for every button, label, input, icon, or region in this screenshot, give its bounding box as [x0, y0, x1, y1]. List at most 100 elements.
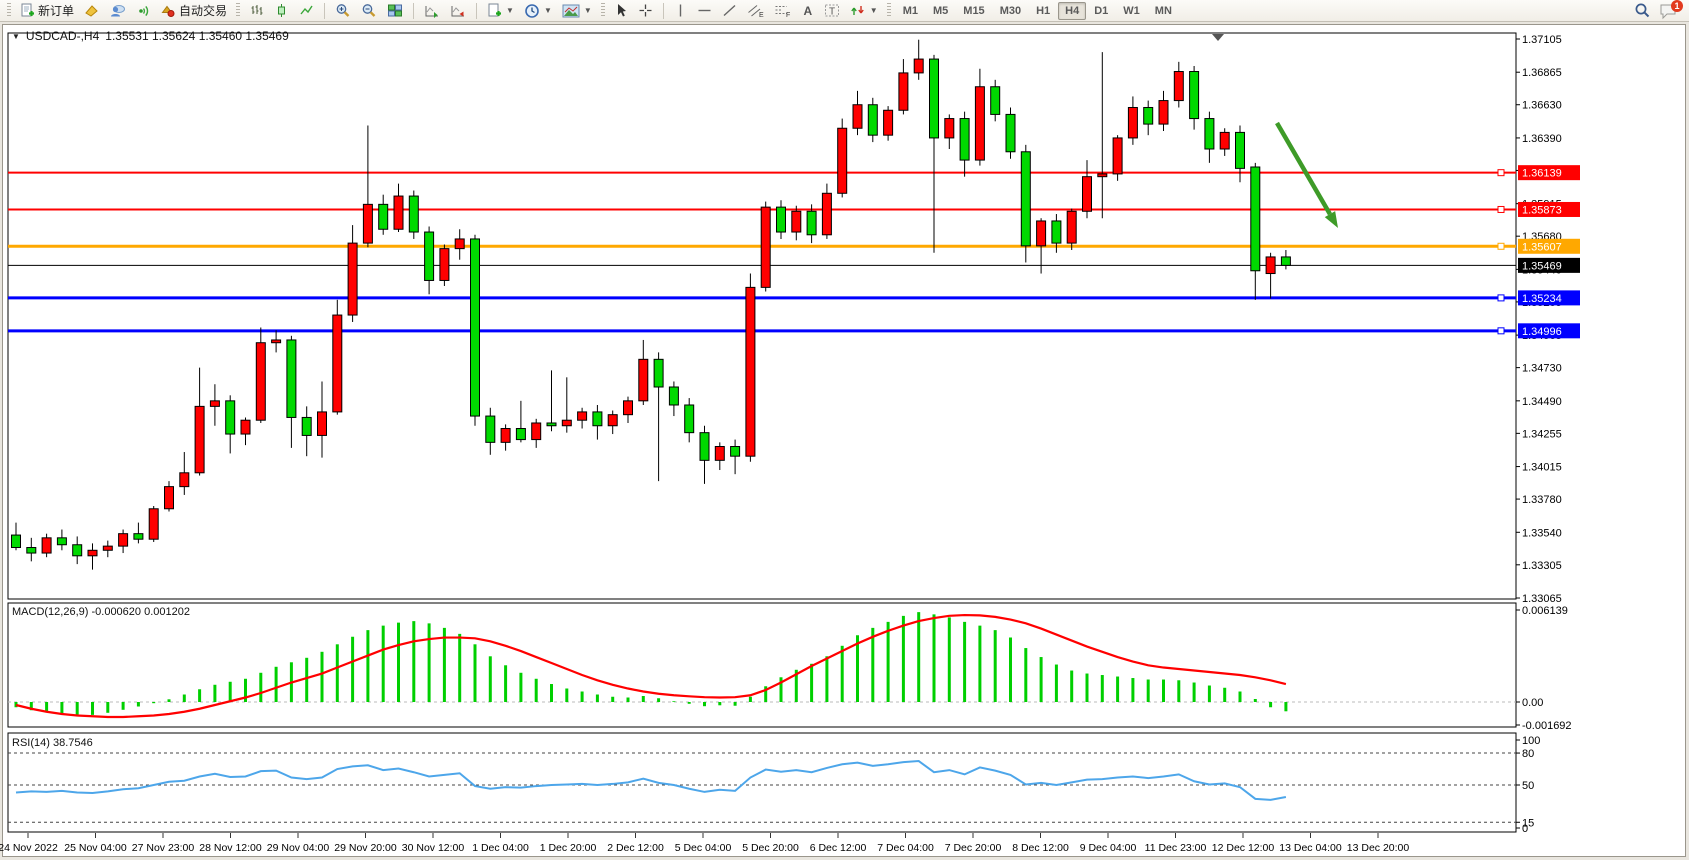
- search-icon[interactable]: [1634, 2, 1651, 19]
- chevron-down-icon: ▼: [583, 6, 592, 15]
- label-tool[interactable]: T: [820, 1, 844, 21]
- time-label: 30 Nov 12:00: [402, 842, 465, 854]
- crosshair-icon: [639, 4, 652, 17]
- cursor-tool-button[interactable]: [610, 1, 632, 21]
- timeframe-button-M5[interactable]: M5: [933, 4, 949, 17]
- chart-shift-icon: [451, 6, 465, 17]
- svg-text:1.36390: 1.36390: [1522, 133, 1562, 145]
- zoom-in-button[interactable]: [331, 1, 355, 21]
- new-chart-dropdown[interactable]: ▼: [483, 1, 518, 21]
- tile-windows-button[interactable]: [383, 1, 407, 21]
- price-badge-1.35469: [1518, 257, 1580, 273]
- svg-text:0.00: 0.00: [1522, 697, 1543, 709]
- svg-text:1.35469: 1.35469: [1522, 260, 1562, 272]
- svg-text:-0.001692: -0.001692: [1522, 720, 1572, 732]
- notifications-button[interactable]: 1: [1659, 0, 1683, 20]
- macd-values: -0.000620 0.001202: [91, 606, 190, 618]
- vertical-line-tool[interactable]: [670, 1, 691, 21]
- periods-dropdown[interactable]: ▼: [520, 1, 556, 21]
- svg-text:A: A: [803, 4, 812, 18]
- main-toolbar: 新订单 自动交易 ▼ ▼: [0, 0, 1689, 22]
- macd-signal-line: [15, 613, 1287, 719]
- svg-text:80: 80: [1522, 748, 1534, 760]
- templates-dropdown[interactable]: ▼: [558, 1, 596, 21]
- time-label: 11 Dec 23:00: [1145, 842, 1207, 854]
- time-label: 9 Dec 04:00: [1080, 842, 1137, 854]
- svg-text:F: F: [786, 12, 790, 18]
- timeframe-button-W1[interactable]: W1: [1123, 4, 1140, 17]
- rsi-name: RSI(14): [12, 737, 50, 749]
- text-tool[interactable]: A: [797, 1, 818, 21]
- shapes-icon: [851, 6, 864, 15]
- chart-menu-icon[interactable]: ▼: [12, 31, 20, 41]
- timeframe-button-D1[interactable]: D1: [1094, 4, 1109, 17]
- toolbar-grip[interactable]: [886, 3, 891, 18]
- new-order-button[interactable]: 新订单: [16, 1, 78, 21]
- candlestick-chart-button[interactable]: [270, 1, 293, 21]
- time-label: 29 Nov 04:00: [267, 842, 330, 854]
- chart-shift-marker: [1212, 34, 1224, 41]
- market-button[interactable]: [80, 1, 103, 21]
- rsi-line: [15, 760, 1287, 801]
- autoscroll-button[interactable]: [420, 1, 444, 21]
- zoom-in-icon: [336, 3, 350, 17]
- time-label: 7 Dec 20:00: [945, 842, 1002, 854]
- autotrading-label: 自动交易: [179, 4, 228, 18]
- arrow-annotation[interactable]: [1275, 121, 1338, 228]
- candlestick-chart-icon: [278, 4, 286, 17]
- tile-windows-icon: [388, 4, 403, 17]
- cursor-icon: [617, 4, 626, 17]
- svg-text:1.35607: 1.35607: [1522, 241, 1562, 253]
- timeframe-button-H4[interactable]: H4: [1058, 1, 1087, 20]
- crosshair-tool-button[interactable]: [634, 1, 657, 21]
- time-label: 13 Dec 04:00: [1279, 842, 1342, 854]
- hline-handle: [1497, 294, 1505, 302]
- rsi-value: 38.7546: [52, 737, 93, 749]
- time-label: 1 Dec 04:00: [472, 842, 529, 854]
- toolbar-grip[interactable]: [600, 3, 605, 18]
- hline-handle: [1497, 327, 1505, 335]
- svg-text:1.36630: 1.36630: [1522, 100, 1562, 112]
- time-label: 8 Dec 12:00: [1012, 842, 1069, 854]
- price-axis: 1.371051.368651.366301.363901.361551.359…: [1516, 34, 1580, 605]
- timeframe-button-M30[interactable]: M30: [999, 4, 1022, 17]
- profile-button[interactable]: [105, 1, 129, 21]
- fibonacci-tool[interactable]: F: [770, 1, 795, 21]
- toolbar-grip[interactable]: [236, 3, 241, 18]
- time-label: 1 Dec 20:00: [540, 842, 597, 854]
- trendline-tool[interactable]: [718, 1, 741, 21]
- time-label: 13 Dec 20:00: [1347, 842, 1410, 854]
- price-badge-1.35873: [1518, 201, 1580, 217]
- horizontal-line-tool[interactable]: [693, 1, 716, 21]
- channel-tool[interactable]: E: [743, 1, 768, 21]
- channel-icon: E: [747, 5, 764, 18]
- toolbar-grip[interactable]: [7, 3, 11, 18]
- bar-chart-button[interactable]: [245, 1, 268, 21]
- time-label: 28 Nov 12:00: [199, 842, 262, 854]
- chart-ohlc-quote: 1.35531 1.35624 1.35460 1.35469: [105, 29, 289, 43]
- time-axis[interactable]: 24 Nov 2022 25 Nov 04:00 27 Nov 23:00 28 No…: [0, 833, 1409, 854]
- trendline-icon: [723, 4, 736, 17]
- timeframe-button-H1[interactable]: H1: [1036, 4, 1051, 17]
- chevron-down-icon: ▼: [869, 6, 878, 15]
- shapes-dropdown[interactable]: ▼: [846, 1, 882, 21]
- autotrading-button[interactable]: 自动交易: [156, 1, 231, 21]
- hline-handle: [1497, 242, 1505, 250]
- autotrading-icon: [161, 5, 175, 17]
- line-chart-button[interactable]: [295, 1, 318, 21]
- separator: [324, 2, 326, 19]
- timeframe-button-M1[interactable]: M1: [902, 4, 918, 17]
- svg-text:0: 0: [1522, 823, 1528, 835]
- timeframe-button-M15[interactable]: M15: [963, 4, 985, 17]
- time-label: 12 Dec 12:00: [1212, 842, 1275, 854]
- zoom-out-button[interactable]: [357, 1, 381, 21]
- chart-title: ▼ USDCAD-,H4 1.35531 1.35624 1.35460 1.3…: [12, 29, 289, 43]
- svg-text:1.33065: 1.33065: [1522, 593, 1562, 605]
- hline-handle: [1497, 169, 1505, 177]
- signals-button[interactable]: [131, 1, 154, 21]
- svg-text:1.35234: 1.35234: [1522, 293, 1562, 305]
- new-order-label: 新订单: [38, 4, 75, 18]
- chart-shift-button[interactable]: [446, 1, 470, 21]
- timeframe-button-MN[interactable]: MN: [1154, 4, 1172, 17]
- zoom-out-icon: [362, 3, 376, 17]
